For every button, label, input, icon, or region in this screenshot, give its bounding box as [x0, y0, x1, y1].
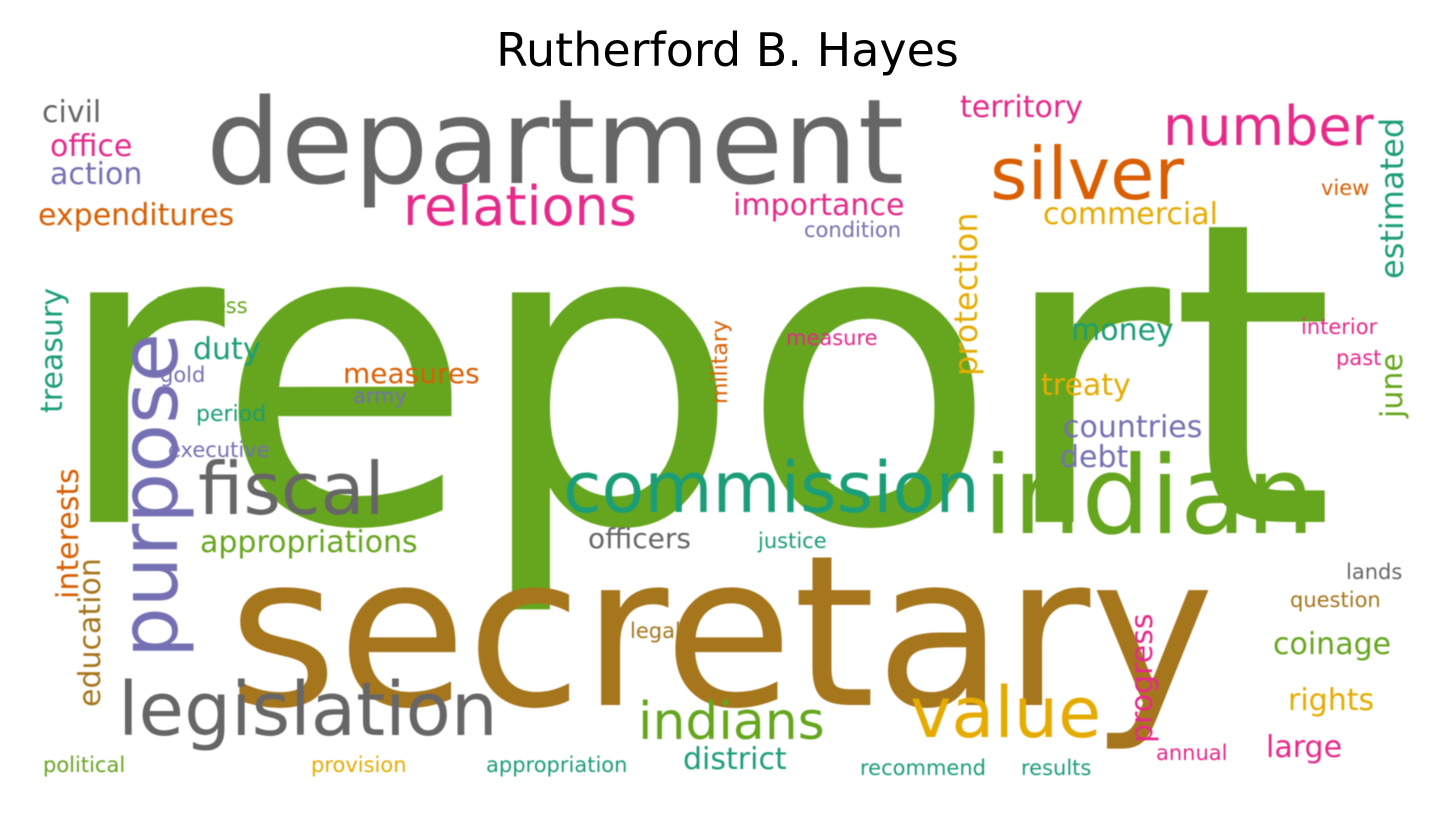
word-indian: indian: [983, 434, 1315, 559]
word-political: political: [43, 753, 126, 777]
word-importance: importance: [733, 188, 905, 223]
word-treaty: treaty: [1041, 368, 1131, 403]
page-title: Rutherford B. Hayes: [496, 23, 959, 77]
word-value: value: [910, 672, 1102, 754]
word-report: report: [52, 133, 1335, 622]
word-education: education: [73, 558, 108, 707]
word-june: june: [1375, 353, 1410, 418]
word-army: army: [353, 384, 408, 408]
word-fiscal: fiscal: [198, 447, 385, 531]
word-protection: protection: [947, 212, 985, 376]
word-provision: provision: [311, 753, 407, 777]
word-action: action: [50, 157, 143, 192]
word-indians: indians: [638, 692, 825, 752]
word-territory: territory: [960, 90, 1083, 125]
word-civil: civil: [42, 95, 102, 130]
word-relations: relations: [403, 175, 637, 238]
word-debt: debt: [1060, 440, 1129, 475]
word-business: business: [156, 294, 248, 318]
word-annual: annual: [1156, 741, 1228, 765]
word-officers: officers: [588, 522, 691, 555]
word-legal: legal: [630, 619, 681, 643]
word-silver: silver: [990, 132, 1185, 216]
word-money: money: [1071, 313, 1174, 348]
word-progress: progress: [1125, 613, 1160, 743]
word-district: district: [683, 742, 787, 777]
word-executive: executive: [168, 438, 270, 462]
word-countries: countries: [1063, 410, 1203, 445]
word-lands: lands: [1346, 560, 1403, 584]
word-estimated: estimated: [1373, 117, 1411, 279]
word-commission: commission: [563, 447, 980, 529]
word-large: large: [1266, 730, 1343, 765]
word-rights: rights: [1288, 683, 1375, 718]
word-treasury: treasury: [38, 287, 70, 413]
word-appropriation: appropriation: [486, 753, 628, 777]
word-appropriations: appropriations: [200, 525, 418, 560]
word-legislation: legislation: [118, 667, 498, 753]
word-interior: interior: [1301, 315, 1378, 339]
word-period: period: [196, 402, 267, 427]
word-commercial: commercial: [1043, 197, 1218, 232]
word-secretary: secretary: [228, 510, 1215, 755]
word-condition: condition: [804, 218, 902, 242]
word-gold: gold: [160, 363, 206, 387]
word-question: question: [1290, 588, 1381, 612]
word-number: number: [1163, 95, 1374, 158]
word-past: past: [1336, 346, 1382, 370]
word-duty: duty: [193, 332, 261, 367]
word-expenditures: expenditures: [38, 198, 235, 233]
word-cloud: report secretary department indian silver pur…: [38, 88, 1423, 788]
word-measures: measures: [343, 357, 480, 390]
word-view: view: [1321, 176, 1370, 200]
word-department: department: [206, 88, 905, 211]
word-military: military: [708, 320, 733, 404]
word-justice: justice: [758, 529, 827, 553]
word-results: results: [1021, 756, 1092, 780]
word-recommend: recommend: [860, 756, 986, 780]
word-office: office: [50, 129, 133, 164]
word-coinage: coinage: [1273, 627, 1392, 662]
word-measure: measure: [786, 326, 878, 350]
